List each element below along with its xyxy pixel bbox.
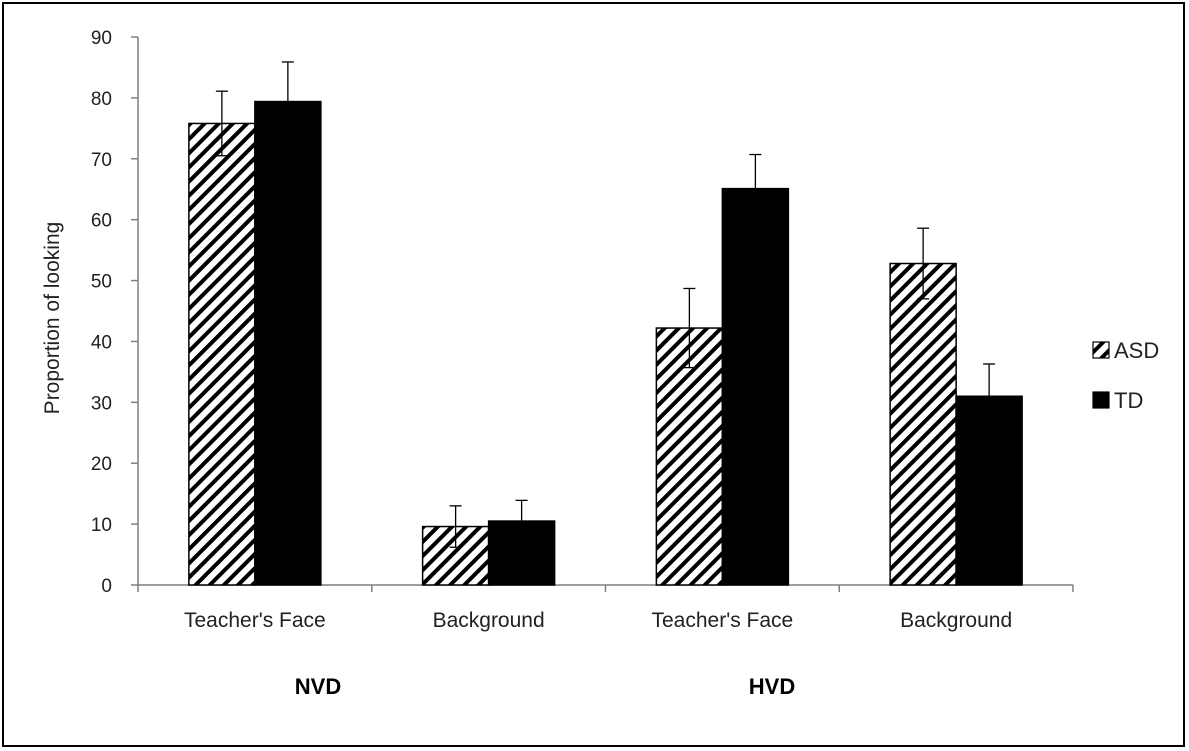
y-axis-label: Proportion of looking: [41, 222, 64, 415]
x-category-label: Background: [900, 609, 1012, 632]
y-tick-label: 30: [91, 393, 112, 414]
group-label: NVD: [295, 674, 341, 699]
bar-td: [721, 187, 790, 586]
y-tick-label: 20: [91, 454, 112, 475]
y-tick-label: 40: [91, 332, 112, 353]
legend-label: TD: [1114, 388, 1143, 413]
x-category-label: Teacher's Face: [652, 609, 794, 632]
bar-asd: [188, 122, 256, 586]
group-label: HVD: [749, 674, 795, 699]
y-tick-label: 80: [91, 89, 112, 110]
y-tick-label: 70: [91, 150, 112, 171]
legend-swatch-asd: [1092, 341, 1110, 359]
y-tick-label: 60: [91, 211, 112, 232]
x-category-label: Teacher's Face: [184, 609, 326, 632]
legend-label: ASD: [1114, 338, 1159, 363]
legend-swatch-td: [1092, 391, 1110, 409]
bar-td: [487, 520, 556, 586]
bar-asd: [889, 262, 957, 586]
x-category-label: Background: [433, 609, 545, 632]
y-tick-label: 90: [91, 28, 112, 49]
bar-td: [254, 100, 322, 586]
y-tick-label: 0: [101, 576, 112, 597]
y-tick-label: 50: [91, 272, 112, 293]
y-tick-label: 10: [91, 515, 112, 536]
